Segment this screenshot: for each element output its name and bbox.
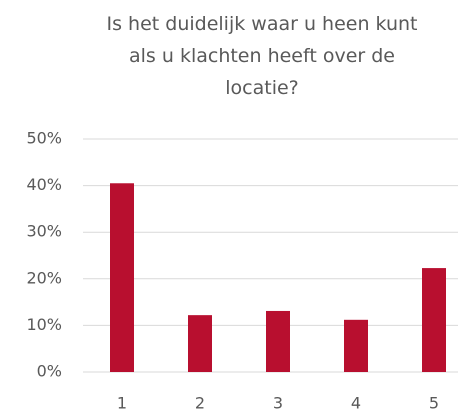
- y-tick-label: 50%: [26, 129, 62, 148]
- x-tick-label: 2: [195, 394, 205, 410]
- y-tick-label: 40%: [26, 175, 62, 194]
- y-tick-label: 20%: [26, 268, 62, 287]
- x-tick-label: 1: [117, 394, 127, 410]
- x-tick-label: 5: [429, 394, 439, 410]
- y-tick-label: 0%: [37, 362, 62, 381]
- bar: [266, 310, 290, 372]
- bar: [422, 268, 446, 372]
- x-tick-label: 4: [351, 394, 361, 410]
- bar: [344, 319, 368, 372]
- y-tick-label: 30%: [26, 222, 62, 241]
- chart-title: Is het duidelijk waar u heen kunt als u …: [106, 13, 418, 99]
- bar: [110, 183, 134, 372]
- x-tick-label: 3: [273, 394, 283, 410]
- bar: [188, 315, 212, 372]
- y-tick-label: 10%: [26, 315, 62, 334]
